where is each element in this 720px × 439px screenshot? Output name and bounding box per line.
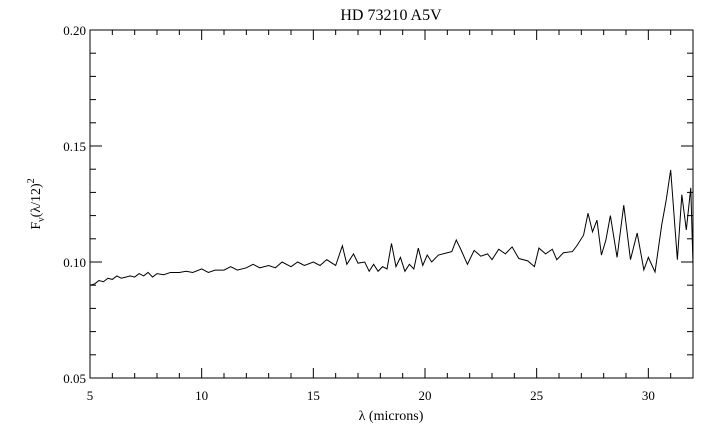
chart-title: HD 73210 A5V bbox=[340, 7, 442, 24]
x-tick-label: 30 bbox=[642, 388, 655, 403]
x-tick-label: 25 bbox=[530, 388, 543, 403]
y-label-main: (λ/12) bbox=[29, 183, 44, 217]
spectrum-line bbox=[89, 169, 694, 286]
x-tick-label: 10 bbox=[195, 388, 208, 403]
y-label-sub: ν bbox=[36, 217, 47, 222]
x-tick-label: 15 bbox=[307, 388, 320, 403]
y-tick-label: 0.05 bbox=[63, 371, 86, 386]
x-axis-label: λ (microns) bbox=[359, 409, 424, 424]
y-tick-label: 0.10 bbox=[63, 255, 86, 270]
y-tick-label: 0.15 bbox=[63, 139, 86, 154]
y-label-base: F bbox=[29, 222, 44, 230]
y-tick-label: 0.20 bbox=[63, 23, 86, 38]
x-tick-label: 5 bbox=[87, 388, 94, 403]
x-tick-label: 20 bbox=[419, 388, 432, 403]
plot-frame bbox=[89, 29, 694, 379]
y-label-sup: 2 bbox=[26, 178, 37, 183]
y-axis-label: Fν(λ/12)2 bbox=[26, 178, 47, 229]
